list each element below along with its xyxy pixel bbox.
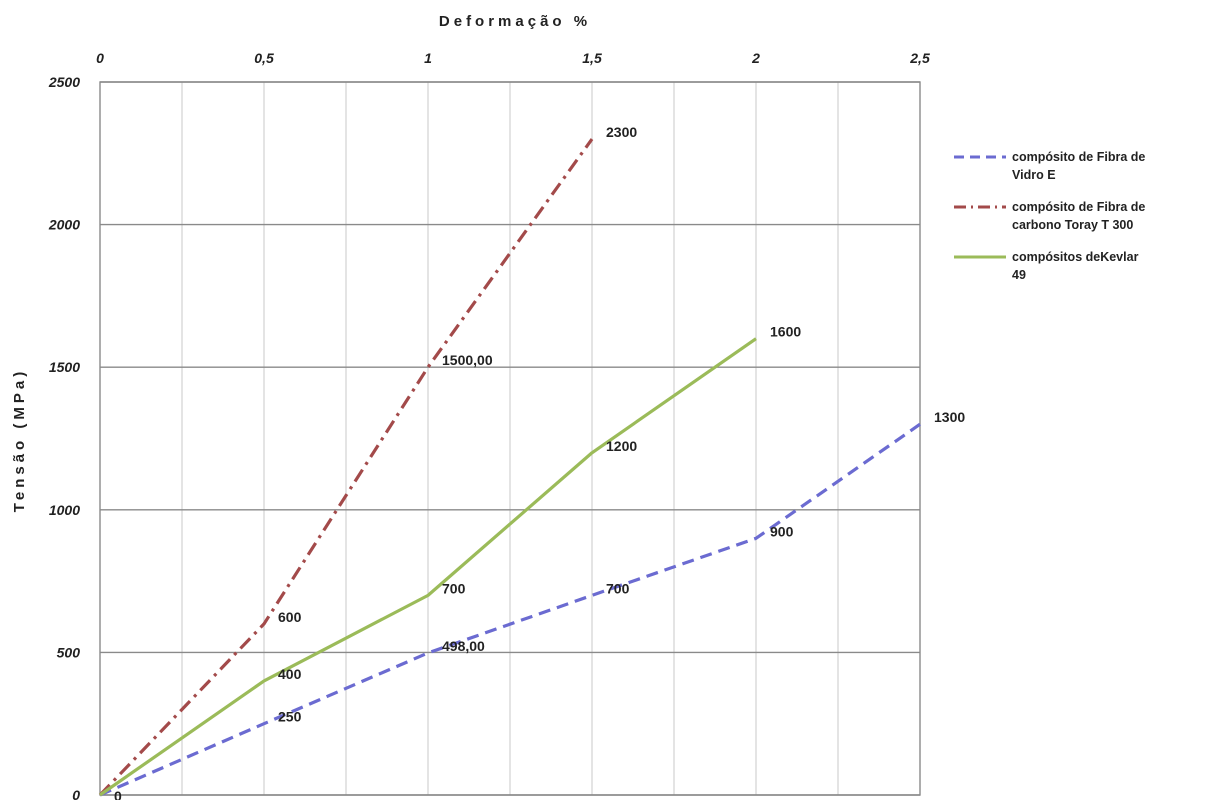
y-axis-title: Tensão (MPa) [11, 368, 28, 512]
x-tick-label: 0 [96, 50, 104, 66]
legend-swatch-glass-fiber [954, 155, 1006, 159]
x-axis-title: Deformação % [439, 13, 591, 30]
legend-label-kevlar-line1: compósitos deKevlar [1012, 250, 1139, 264]
data-label: 1600 [770, 324, 801, 340]
y-tick-label: 2500 [48, 74, 80, 90]
y-tick-label: 1500 [49, 359, 80, 375]
legend-item-carbon-fiber: compósito de Fibra de carbono Toray T 30… [950, 198, 1205, 234]
x-tick-label: 0,5 [254, 50, 274, 66]
legend-label-kevlar-line2: 49 [1012, 268, 1026, 282]
legend-label-glass-fiber-line1: compósito de Fibra de [1012, 150, 1146, 164]
y-tick-label: 500 [57, 644, 81, 660]
x-tick-label: 2 [751, 50, 760, 66]
legend-swatch-carbon-fiber [954, 205, 1006, 209]
data-label: 498,00 [442, 638, 485, 654]
data-label: 400 [278, 666, 302, 682]
data-label: 1500,00 [442, 352, 493, 368]
data-label: 1200 [606, 438, 637, 454]
data-label: 1300 [934, 409, 965, 425]
data-label: 700 [606, 580, 630, 596]
data-label: 250 [278, 709, 302, 725]
series-line-2 [99, 337, 757, 797]
legend: compósito de Fibra de Vidro E compósito … [950, 148, 1205, 298]
series-line-0 [99, 422, 921, 797]
series-line-1 [98, 138, 594, 797]
legend-item-glass-fiber: compósito de Fibra de Vidro E [950, 148, 1205, 184]
plot-area-border [99, 81, 921, 796]
grid [99, 81, 921, 796]
legend-label-carbon-fiber-line1: compósito de Fibra de [1012, 200, 1146, 214]
y-tick-label: 1000 [49, 502, 80, 518]
y-tick-label: 0 [72, 787, 80, 800]
x-tick-label: 1 [424, 50, 432, 66]
legend-label-carbon-fiber-line2: carbono Toray T 300 [1012, 218, 1134, 232]
data-label: 2300 [606, 124, 637, 140]
x-tick-label: 2,5 [909, 50, 930, 66]
legend-item-kevlar: compósitos deKevlar 49 [950, 248, 1205, 284]
x-tick-label: 1,5 [582, 50, 602, 66]
data-label: 700 [442, 580, 466, 596]
data-label: 600 [278, 609, 302, 625]
legend-swatch-kevlar [954, 255, 1006, 259]
legend-label-glass-fiber-line2: Vidro E [1012, 168, 1056, 182]
y-tick-label: 2000 [48, 217, 80, 233]
data-labels: 0 250 498,00 700 900 1300 600 1500,00 2300 400 700… [114, 124, 965, 800]
series-lines [98, 138, 921, 797]
data-label: 0 [114, 788, 122, 800]
data-label: 900 [770, 523, 794, 539]
